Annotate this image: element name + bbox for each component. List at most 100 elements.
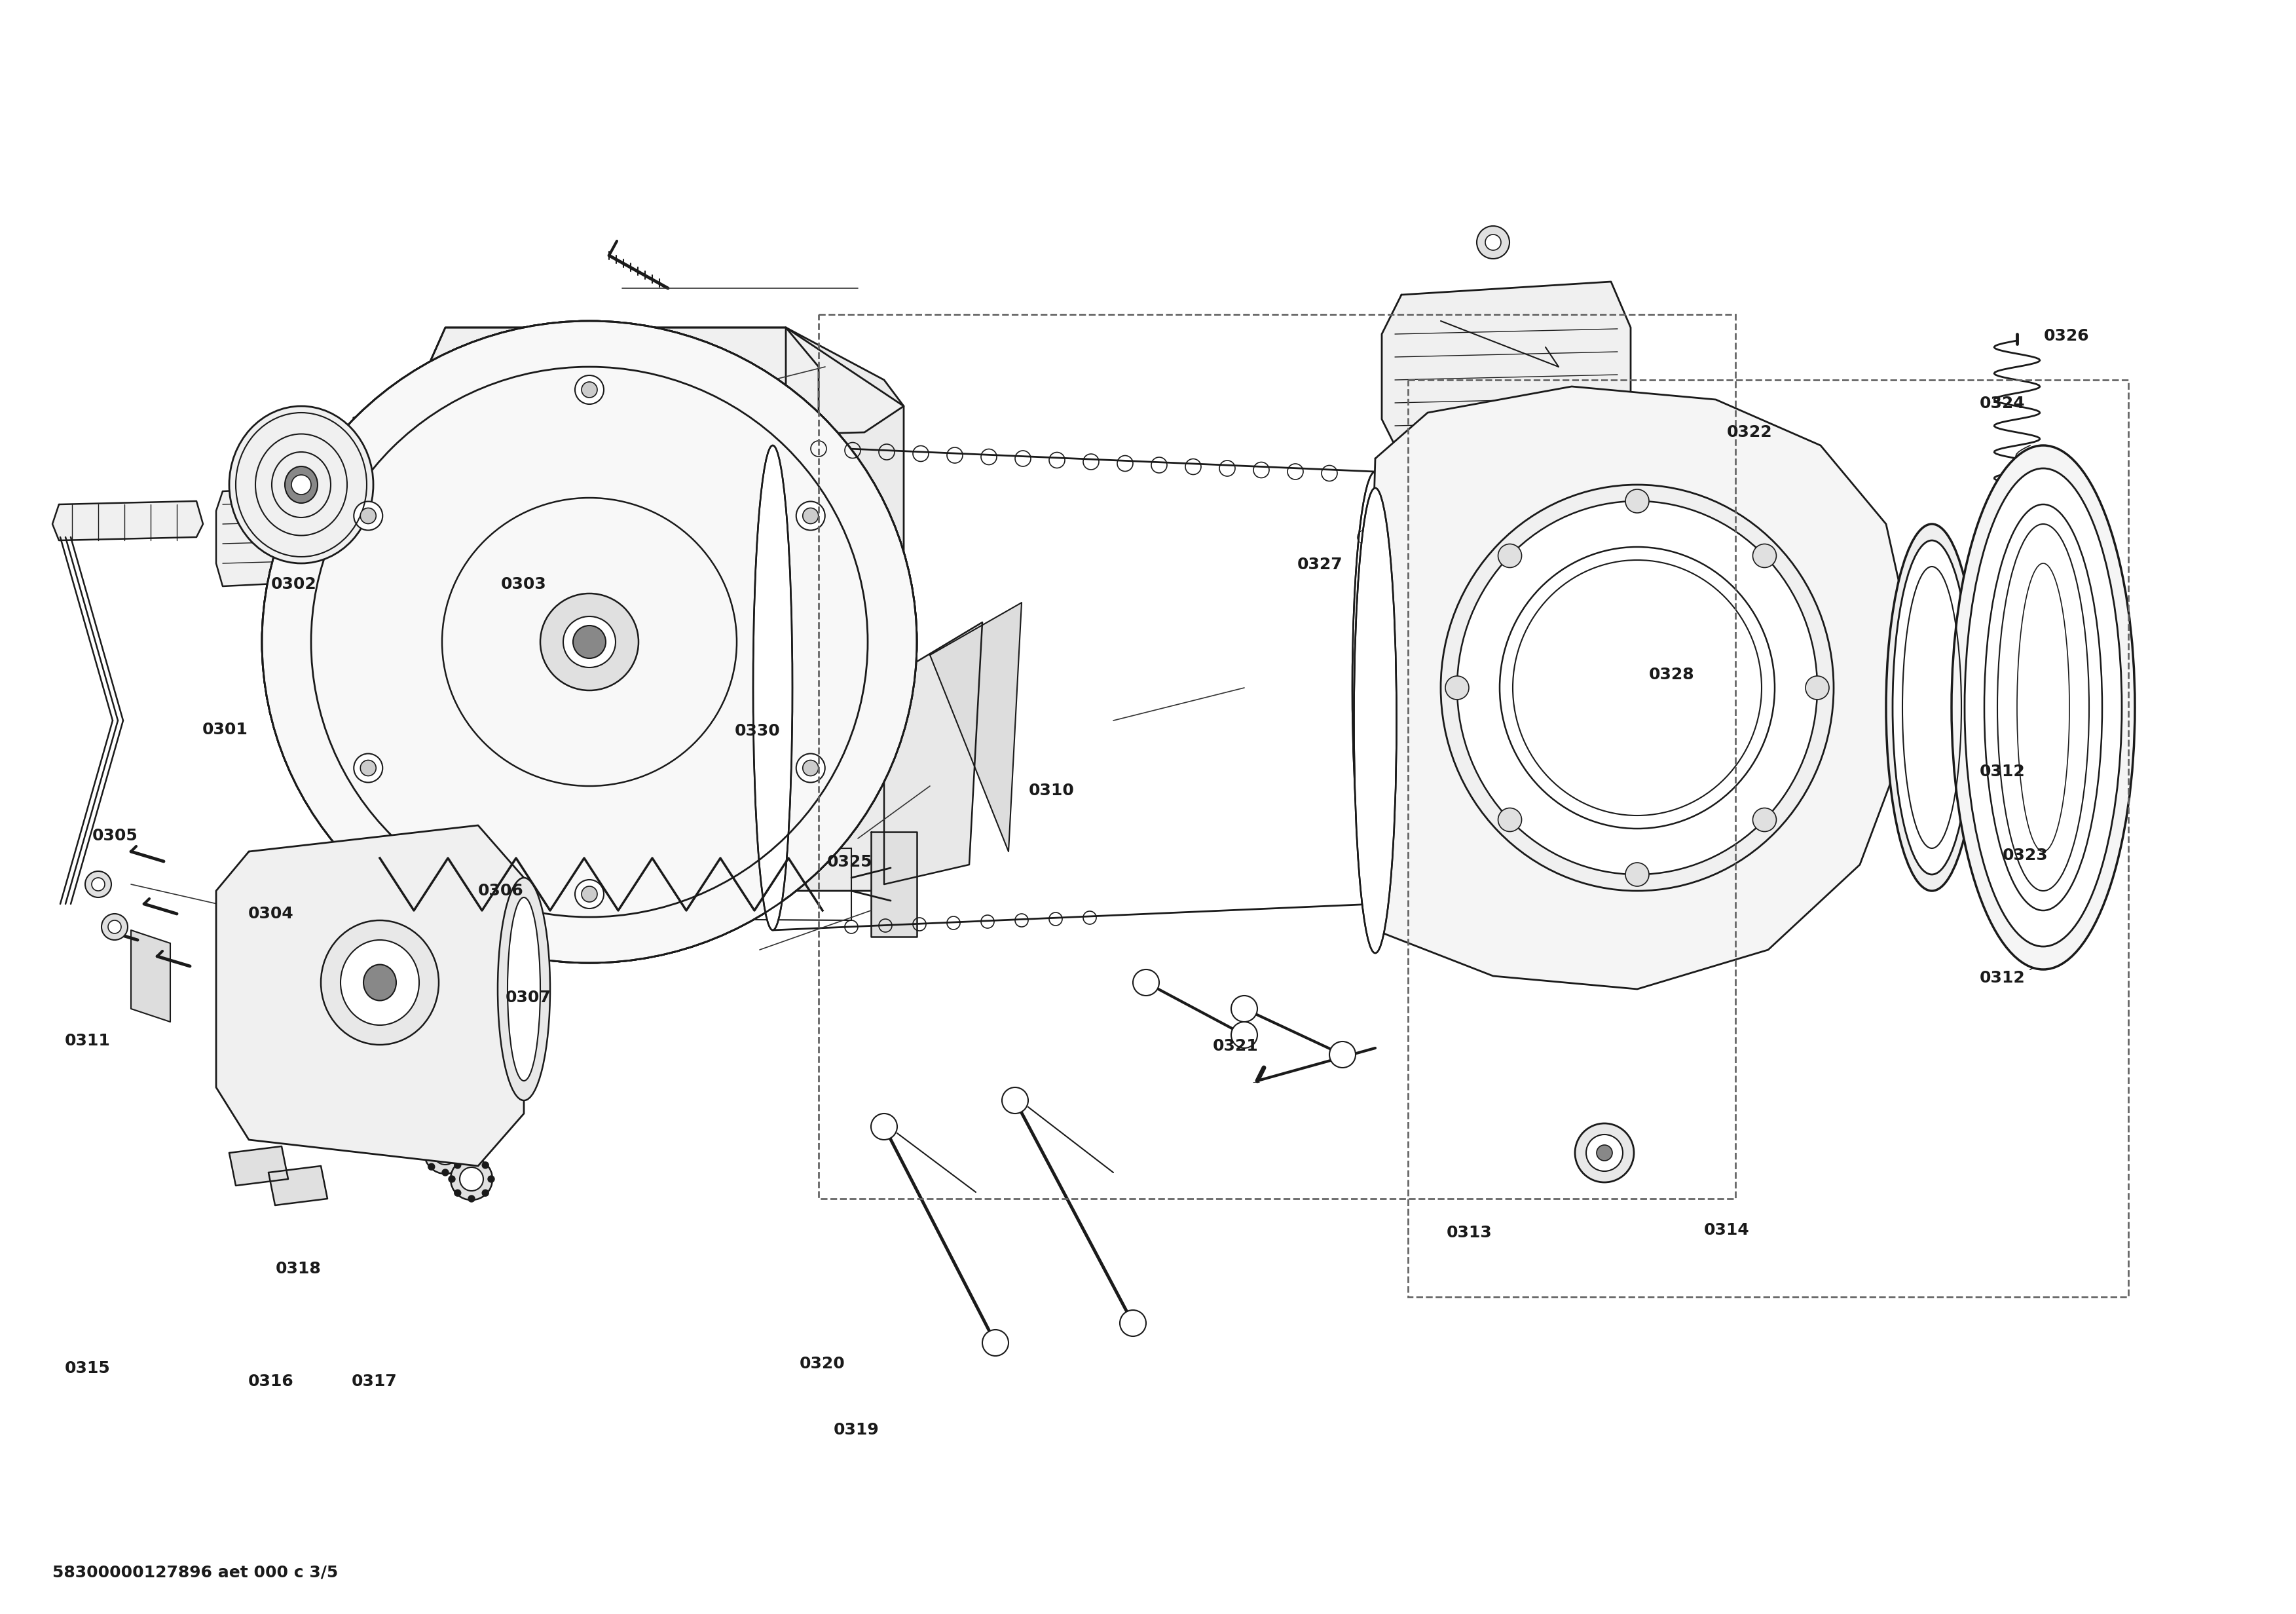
Ellipse shape <box>1892 541 1972 875</box>
Circle shape <box>487 1175 494 1183</box>
Polygon shape <box>785 328 905 891</box>
Circle shape <box>1497 544 1522 568</box>
Text: 0326: 0326 <box>2043 328 2089 344</box>
Circle shape <box>468 1196 475 1202</box>
Circle shape <box>443 1169 448 1175</box>
Circle shape <box>455 1190 461 1196</box>
Text: 0315: 0315 <box>64 1361 110 1377</box>
Circle shape <box>581 886 597 902</box>
Circle shape <box>574 376 604 404</box>
Ellipse shape <box>1440 484 1835 891</box>
Text: 0305: 0305 <box>92 828 138 844</box>
Circle shape <box>1626 489 1649 513</box>
Ellipse shape <box>262 321 916 964</box>
Text: 58300000127896 aet 000 c 3/5: 58300000127896 aet 000 c 3/5 <box>53 1564 338 1580</box>
Circle shape <box>870 1114 898 1139</box>
Polygon shape <box>216 487 294 586</box>
Circle shape <box>804 760 817 776</box>
Circle shape <box>1596 1144 1612 1160</box>
Ellipse shape <box>1352 471 1398 904</box>
Polygon shape <box>1389 455 1492 528</box>
Ellipse shape <box>363 965 397 1001</box>
Text: 0312: 0312 <box>1979 763 2025 780</box>
Circle shape <box>1486 234 1502 250</box>
Ellipse shape <box>285 466 317 504</box>
Circle shape <box>1231 996 1258 1022</box>
Text: 0316: 0316 <box>248 1374 294 1390</box>
Circle shape <box>574 626 606 659</box>
Circle shape <box>983 1330 1008 1356</box>
Text: 0323: 0323 <box>2002 847 2048 863</box>
Circle shape <box>1575 1123 1635 1183</box>
Circle shape <box>354 502 383 531</box>
Text: 0330: 0330 <box>735 723 781 739</box>
Circle shape <box>804 508 817 523</box>
Text: 0302: 0302 <box>271 576 317 592</box>
Circle shape <box>1120 1311 1146 1336</box>
Circle shape <box>1497 809 1522 831</box>
Circle shape <box>427 1164 434 1170</box>
Circle shape <box>468 1156 475 1162</box>
Circle shape <box>360 760 377 776</box>
Text: 0318: 0318 <box>276 1261 321 1277</box>
Polygon shape <box>374 786 420 838</box>
Text: 0328: 0328 <box>1649 667 1694 683</box>
Ellipse shape <box>540 594 638 691</box>
Circle shape <box>457 1136 461 1143</box>
Circle shape <box>1329 1041 1355 1068</box>
Ellipse shape <box>1965 468 2122 946</box>
Circle shape <box>461 1149 468 1156</box>
Ellipse shape <box>498 878 551 1101</box>
Ellipse shape <box>1952 445 2135 970</box>
Circle shape <box>581 383 597 397</box>
Circle shape <box>1444 676 1469 699</box>
Circle shape <box>434 1141 457 1165</box>
Circle shape <box>1805 676 1830 699</box>
Circle shape <box>797 502 824 531</box>
Circle shape <box>574 880 604 909</box>
Text: 0310: 0310 <box>1029 783 1075 799</box>
Polygon shape <box>1362 386 1913 989</box>
Polygon shape <box>216 825 523 1165</box>
Circle shape <box>108 920 122 933</box>
Ellipse shape <box>540 594 638 691</box>
Circle shape <box>1626 862 1649 886</box>
Circle shape <box>574 626 606 659</box>
Circle shape <box>797 754 824 783</box>
Ellipse shape <box>563 617 615 668</box>
Text: 0306: 0306 <box>478 883 523 899</box>
Text: 0304: 0304 <box>248 905 294 922</box>
Text: 0311: 0311 <box>64 1033 110 1049</box>
Circle shape <box>443 1130 448 1136</box>
Text: 0319: 0319 <box>833 1422 879 1438</box>
Circle shape <box>354 754 383 783</box>
Text: 0307: 0307 <box>505 989 551 1006</box>
Polygon shape <box>870 831 916 936</box>
Polygon shape <box>269 1165 328 1206</box>
Polygon shape <box>393 328 820 891</box>
Circle shape <box>1001 1088 1029 1114</box>
Text: 0312: 0312 <box>1979 970 2025 986</box>
Circle shape <box>1752 544 1777 568</box>
Text: 0301: 0301 <box>202 721 248 738</box>
Polygon shape <box>230 1146 287 1186</box>
Circle shape <box>1231 1022 1258 1047</box>
Text: 0322: 0322 <box>1727 424 1773 441</box>
Circle shape <box>422 1149 429 1156</box>
Circle shape <box>101 914 129 939</box>
Text: 0317: 0317 <box>351 1374 397 1390</box>
Circle shape <box>455 1162 461 1169</box>
Text: 0314: 0314 <box>1704 1222 1750 1238</box>
Circle shape <box>292 475 310 494</box>
Ellipse shape <box>753 445 792 930</box>
Circle shape <box>450 1159 491 1201</box>
Circle shape <box>1752 809 1777 831</box>
Ellipse shape <box>507 897 540 1081</box>
Polygon shape <box>884 623 983 884</box>
Circle shape <box>448 1175 455 1183</box>
Polygon shape <box>1382 282 1630 458</box>
Ellipse shape <box>563 617 615 668</box>
Ellipse shape <box>1355 487 1396 954</box>
Circle shape <box>427 1136 434 1143</box>
Circle shape <box>482 1190 489 1196</box>
